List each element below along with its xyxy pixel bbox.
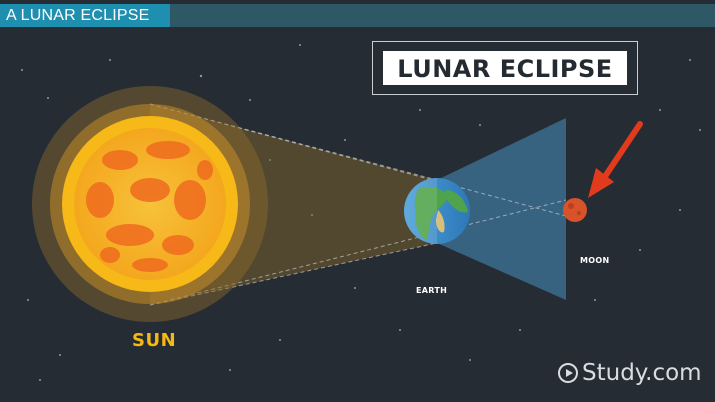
pointer-arrow-icon [588,121,643,198]
slide-title-bar: A LUNAR ECLIPSE [0,4,170,27]
moon-label: MOON [580,256,610,265]
earth-label: EARTH [416,286,448,295]
sun-label: SUN [132,330,177,351]
earth-graphic [404,178,470,244]
heading-frame: LUNAR ECLIPSE [372,41,638,95]
title-bar-rule [170,4,715,27]
page-heading: LUNAR ECLIPSE [383,51,627,85]
moon-graphic [563,198,587,222]
study-brand-logo: Study.com [558,360,702,386]
play-circle-icon [558,363,578,383]
brand-text: Study.com [582,360,702,386]
sun-graphic [32,86,268,322]
earth-shadow-cone [437,118,566,300]
star-field [21,44,701,381]
